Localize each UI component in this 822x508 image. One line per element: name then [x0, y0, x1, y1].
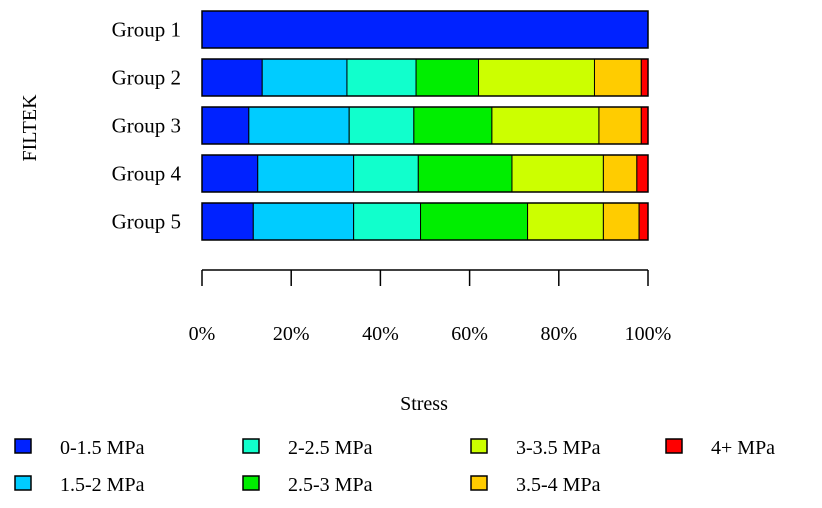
- legend-swatch: [14, 438, 32, 454]
- bar-segment: [252, 202, 355, 241]
- bar-segment: [602, 154, 638, 193]
- category-label: Group 4: [112, 162, 182, 186]
- legend-label: 4+ MPa: [711, 437, 775, 459]
- x-tick-label: 0%: [189, 323, 216, 345]
- y-axis-title: FILTEK: [19, 94, 41, 162]
- x-tick-label: 20%: [273, 323, 310, 345]
- x-tick-label: 60%: [451, 323, 488, 345]
- bar-segment: [527, 202, 604, 241]
- category-label: Group 5: [112, 210, 181, 234]
- bar-outline: [201, 106, 649, 145]
- bar-segment: [478, 58, 595, 97]
- bar-segment: [420, 202, 529, 241]
- bar-segment: [511, 154, 604, 193]
- legend-label: 3.5-4 MPa: [516, 474, 601, 496]
- bar-segment: [417, 154, 513, 193]
- legend-label: 2-2.5 MPa: [288, 437, 373, 459]
- legend-swatch: [665, 438, 683, 454]
- bars-area: [201, 10, 649, 241]
- legend-label: 0-1.5 MPa: [60, 437, 145, 459]
- legend-swatch: [242, 438, 260, 454]
- bar-segment: [201, 58, 263, 97]
- bar-segment: [413, 106, 493, 145]
- legend-label: 2.5-3 MPa: [288, 474, 373, 496]
- legend-swatch: [242, 475, 260, 491]
- bar-segment: [348, 106, 415, 145]
- bar-segment: [640, 106, 649, 145]
- bar-outline: [201, 202, 649, 241]
- legend-swatch: [470, 475, 488, 491]
- bar-segment: [415, 58, 480, 97]
- category-label: Group 2: [112, 66, 181, 90]
- bar-outline: [201, 10, 649, 49]
- bar-segment: [491, 106, 600, 145]
- bar-outline: [201, 58, 649, 97]
- category-label: Group 1: [112, 18, 181, 42]
- bar-segment: [636, 154, 649, 193]
- bar-segment: [346, 58, 417, 97]
- x-tick-label: 100%: [625, 323, 672, 345]
- legend-label: 3-3.5 MPa: [516, 437, 601, 459]
- bar-segment: [640, 58, 649, 97]
- bar-segment: [201, 154, 259, 193]
- bar-segment: [201, 10, 649, 49]
- legend: 0-1.5 MPa 1.5-2 MPa 2-2.5 MPa 2.5-3 MPa 3-3.…: [14, 437, 775, 496]
- bar-segment: [261, 58, 348, 97]
- bar-segment: [602, 202, 640, 241]
- legend-swatch: [470, 438, 488, 454]
- bar-segment: [638, 202, 649, 241]
- legend-label: 1.5-2 MPa: [60, 474, 145, 496]
- bar-segment: [201, 106, 250, 145]
- bar-segment: [598, 106, 642, 145]
- bar-segment: [248, 106, 350, 145]
- x-tick-label: 40%: [362, 323, 399, 345]
- bar-segment: [593, 58, 642, 97]
- bar-outline: [201, 154, 649, 193]
- x-axis: 0% 20% 40% 60% 80% 100%: [189, 269, 672, 345]
- x-axis-title: Stress: [400, 393, 448, 415]
- bar-segment: [353, 202, 422, 241]
- bar-segment: [257, 154, 355, 193]
- bar-segment: [353, 154, 419, 193]
- legend-swatch: [14, 475, 32, 491]
- x-tick-label: 80%: [540, 323, 577, 345]
- bar-segment: [201, 202, 254, 241]
- category-labels: Group 1 Group 2 Group 3 Group 4 Group 5: [112, 18, 182, 234]
- category-label: Group 3: [112, 114, 181, 138]
